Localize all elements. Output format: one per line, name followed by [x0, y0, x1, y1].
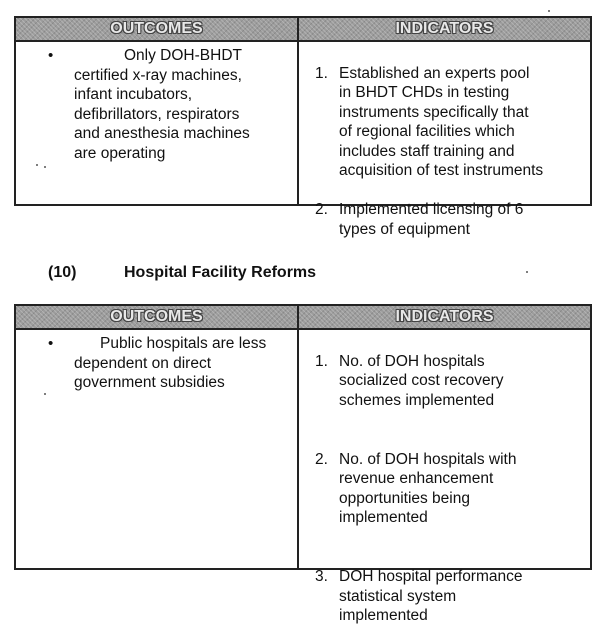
bullet-icon: • — [48, 335, 54, 352]
bullet-icon: • — [48, 47, 54, 64]
indicators-cell: 1. No. of DOH hospitals socialized cost r… — [299, 330, 590, 625]
indicator-text: No. of DOH hospitals with revenue enhanc… — [339, 450, 517, 527]
outcomes-header: OUTCOMES — [16, 18, 299, 40]
scan-speck — [36, 164, 38, 166]
section-number: (10) — [48, 264, 77, 281]
indicators-header: INDICATORS — [299, 18, 590, 40]
indicators-header: INDICATORS — [299, 306, 590, 328]
outcomes-indicators-table-1: OUTCOMES INDICATORS • Only DOH-BHDT cert… — [14, 16, 592, 238]
table-body-row: • Only DOH-BHDT certified x-ray machines… — [16, 42, 590, 238]
scan-speck — [44, 393, 46, 395]
indicator-item: 3. DOH hospital performance statistical s… — [315, 548, 580, 626]
indicator-text: DOH hospital performance statistical sys… — [339, 568, 523, 624]
table-header-row: OUTCOMES INDICATORS — [16, 306, 590, 330]
indicator-number: 1. — [315, 352, 328, 370]
indicator-item: 1. Established an experts pool in BHDT CH… — [315, 44, 580, 181]
indicator-number: 2. — [315, 450, 328, 468]
indicator-text: Established an experts pool in BHDT CHDs… — [339, 64, 544, 180]
outcome-text: Public hospitals are less dependent on d… — [74, 335, 267, 391]
outcome-text: Only DOH-BHDT certified x-ray machines, … — [74, 47, 250, 162]
indicator-item: 1. No. of DOH hospitals socialized cost r… — [315, 332, 580, 410]
indicator-number: 2. — [315, 201, 328, 218]
section-title: Hospital Facility Reforms — [124, 264, 317, 281]
indicator-text: No. of DOH hospitals socialized cost rec… — [339, 352, 504, 409]
indicator-item: 2. Implemented licensing of 6 types of eq… — [315, 181, 580, 240]
scan-speck — [44, 166, 46, 168]
indicator-number: 3. — [315, 568, 328, 585]
outcome-cell: • Only DOH-BHDT certified x-ray machines… — [16, 42, 299, 204]
section-heading: (10) Hospital Facility Reforms — [48, 264, 316, 282]
outcomes-header: OUTCOMES — [16, 306, 299, 328]
indicators-cell: 1. Established an experts pool in BHDT CH… — [299, 42, 590, 238]
indicator-list: 1. Established an experts pool in BHDT CH… — [315, 44, 580, 240]
table-body-row: • Public hospitals are less dependent on… — [16, 330, 590, 625]
indicator-text: Implemented licensing of 6 types of equi… — [339, 201, 524, 238]
scan-speck — [548, 10, 550, 12]
outcome-cell: • Public hospitals are less dependent on… — [16, 330, 299, 568]
indicator-list: 1. No. of DOH hospitals socialized cost r… — [315, 332, 580, 626]
outcomes-indicators-table-2: OUTCOMES INDICATORS • Public hospitals a… — [14, 304, 592, 625]
indicator-item: 2. No. of DOH hospitals with revenue enha… — [315, 430, 580, 528]
scan-speck — [526, 271, 528, 273]
table-header-row: OUTCOMES INDICATORS — [16, 18, 590, 42]
indicator-number: 1. — [315, 64, 328, 82]
